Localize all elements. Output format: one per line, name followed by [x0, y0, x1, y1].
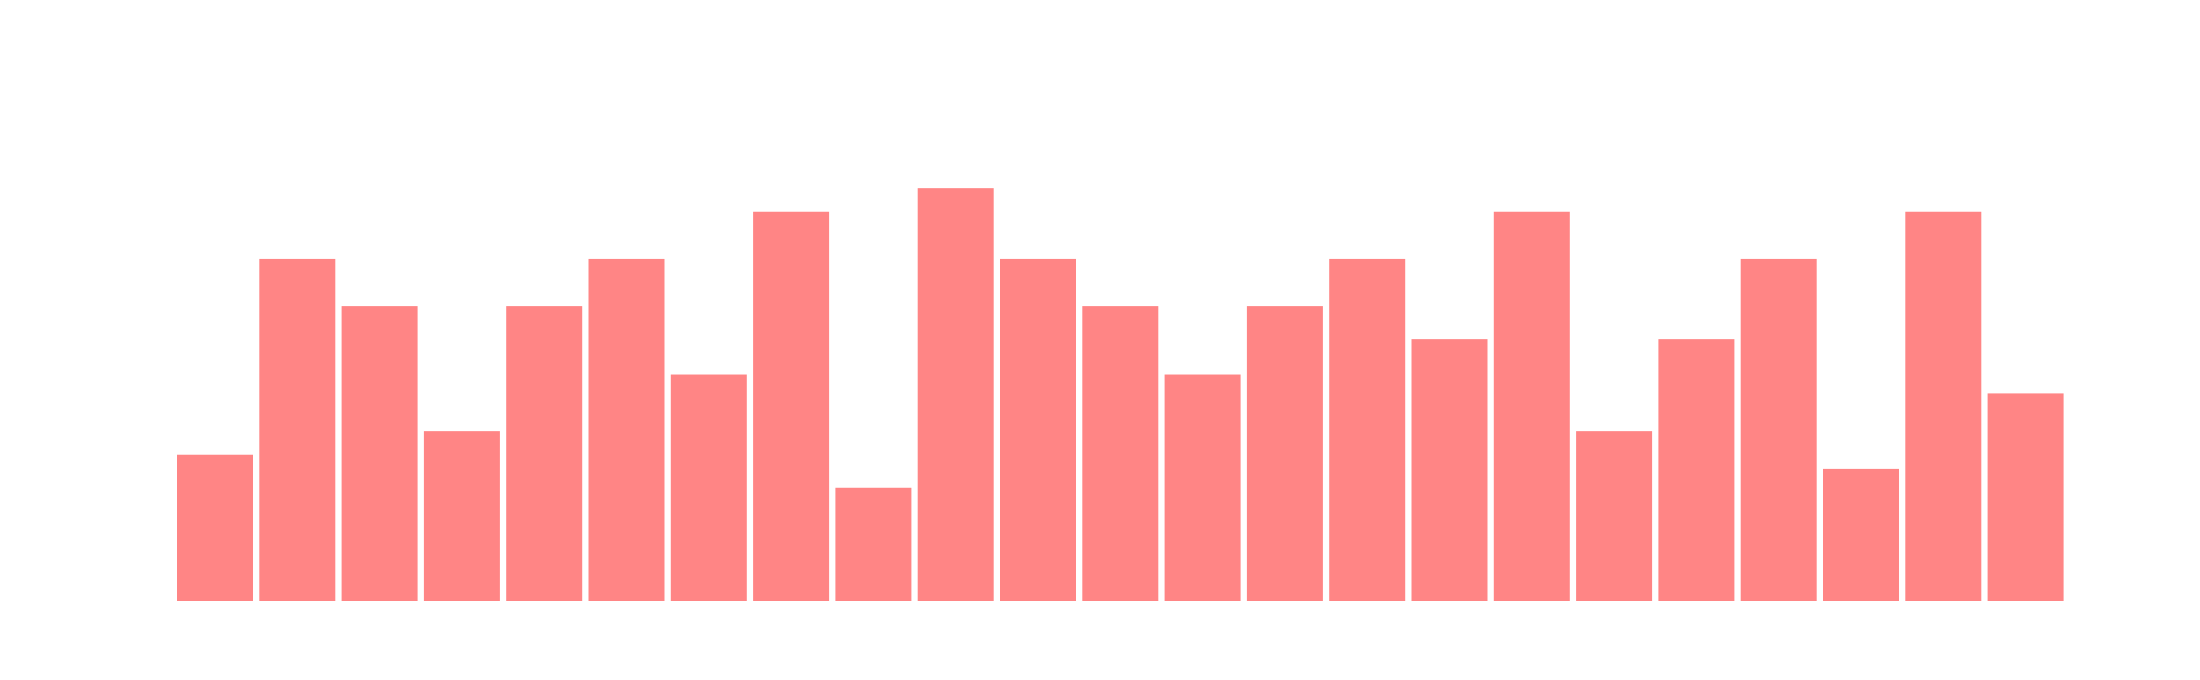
bar: [341, 306, 418, 601]
bar: [1576, 431, 1653, 601]
bar: [1082, 306, 1159, 601]
bar: [1905, 211, 1982, 601]
bar: [1000, 258, 1076, 601]
bar: [259, 258, 336, 601]
bar: [588, 258, 665, 601]
bar: [1329, 258, 1406, 601]
bar: [1823, 468, 1899, 601]
bar: [753, 211, 830, 601]
bar: [835, 487, 912, 601]
bar: [1493, 211, 1570, 601]
bar: [670, 374, 747, 601]
bar: [1164, 374, 1241, 601]
bar: [506, 306, 583, 601]
bar: [917, 188, 994, 601]
bar: [1740, 258, 1817, 601]
bar: [1987, 393, 2064, 601]
bar: [1658, 339, 1735, 601]
bar: [423, 431, 500, 601]
bar: [1411, 339, 1488, 601]
bar: [1246, 306, 1323, 601]
bar: [177, 454, 253, 601]
